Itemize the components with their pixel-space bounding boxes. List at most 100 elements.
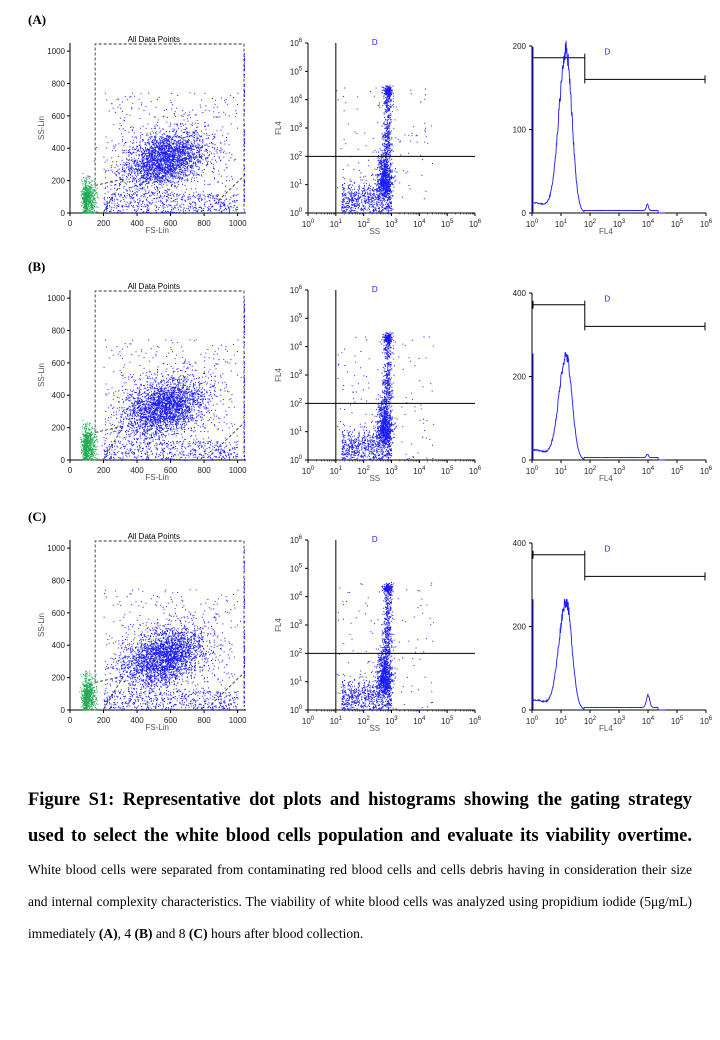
y-tick-label: 600 — [52, 609, 66, 618]
x-axis-label: FS-Lin — [145, 226, 169, 235]
x-tick-label: 1000 — [229, 466, 247, 475]
debris-gate — [95, 675, 125, 710]
histogram-curve — [531, 40, 666, 214]
debris-gate — [95, 178, 125, 213]
x-tick-label: 105 — [441, 219, 454, 229]
y-tick-label: 0 — [61, 706, 66, 715]
x-tick-label: 106 — [700, 466, 713, 476]
x-axis-label: FL4 — [599, 227, 613, 236]
y-tick-label: 101 — [290, 180, 303, 190]
x-tick-label: 102 — [584, 219, 597, 229]
fl4-dots — [337, 331, 435, 461]
x-tick-label: 101 — [330, 466, 343, 476]
debris-gate — [95, 425, 125, 460]
x-tick-label: 103 — [613, 716, 626, 726]
x-tick-label: 104 — [413, 219, 426, 229]
y-tick-label: 0 — [522, 706, 527, 715]
y-tick-label: 106 — [290, 285, 303, 295]
y-tick-label: 800 — [52, 79, 66, 88]
x-tick-label: 0 — [68, 716, 73, 725]
debris-dots — [80, 173, 99, 214]
x-tick-label: 200 — [97, 716, 111, 725]
y-tick-label: 100 — [513, 126, 527, 135]
x-tick-label: 600 — [164, 466, 178, 475]
x-axis-label: SS — [369, 474, 380, 483]
histogram-curve — [531, 598, 666, 711]
y-tick-label: 101 — [290, 427, 303, 437]
gate-label: All Data Points — [128, 282, 180, 291]
panel-label: (B) — [28, 259, 45, 274]
x-axis-label: FL4 — [599, 474, 613, 483]
x-tick-label: 104 — [642, 219, 655, 229]
fl4-histogram: 0 200 400 100 101 102 103 104 105 106 FL4 D — [513, 539, 713, 733]
y-tick-label: 100 — [290, 208, 303, 218]
caption-ref-c: (C) — [188, 926, 208, 941]
y-tick-label: 104 — [290, 342, 303, 352]
gate-label: All Data Points — [128, 35, 180, 44]
region-label: D — [605, 295, 611, 304]
region-label: D — [372, 38, 378, 47]
y-axis-label: FL4 — [274, 121, 283, 135]
x-axis-label: FS-Lin — [145, 473, 169, 482]
y-tick-label: 102 — [290, 398, 303, 408]
y-tick-label: 103 — [290, 123, 303, 133]
x-tick-label: 104 — [413, 466, 426, 476]
x-tick-label: 102 — [584, 716, 597, 726]
x-tick-label: 102 — [358, 716, 371, 726]
y-tick-label: 200 — [52, 424, 66, 433]
y-tick-label: 1000 — [47, 294, 65, 303]
y-tick-label: 600 — [52, 112, 66, 121]
x-tick-label: 106 — [469, 219, 482, 229]
y-tick-label: 200 — [513, 623, 527, 632]
diagonal-gate — [207, 422, 245, 459]
x-tick-label: 800 — [197, 716, 211, 725]
diagonal-gate — [207, 175, 245, 212]
caption-title: Figure S1: Representative dot plots and … — [28, 790, 692, 846]
y-tick-label: 104 — [290, 592, 303, 602]
y-tick-label: 1000 — [47, 47, 65, 56]
x-tick-label: 100 — [526, 716, 539, 726]
x-tick-label: 105 — [441, 466, 454, 476]
y-tick-label: 200 — [513, 373, 527, 382]
y-tick-label: 200 — [52, 674, 66, 683]
x-tick-label: 100 — [526, 466, 539, 476]
x-tick-label: 800 — [197, 219, 211, 228]
x-tick-label: 600 — [164, 716, 178, 725]
x-tick-label: 0 — [68, 466, 73, 475]
x-tick-label: 600 — [164, 219, 178, 228]
y-tick-label: 104 — [290, 95, 303, 105]
caption-body-4: hours after blood collection. — [207, 926, 364, 941]
x-tick-label: 106 — [469, 716, 482, 726]
x-tick-label: 200 — [97, 219, 111, 228]
x-tick-label: 102 — [358, 219, 371, 229]
y-tick-label: 600 — [52, 359, 66, 368]
fs-ss-dotplot: 0 200 400 600 800 1000 0 200 400 600 800 1000 FS-Lin… — [37, 282, 247, 482]
x-tick-label: 101 — [555, 716, 568, 726]
y-tick-label: 800 — [52, 576, 66, 585]
y-tick-label: 200 — [52, 177, 66, 186]
x-tick-label: 102 — [584, 466, 597, 476]
y-axis-label: SS-Lin — [37, 613, 46, 637]
x-tick-label: 1000 — [229, 716, 247, 725]
x-tick-label: 1000 — [229, 219, 247, 228]
all-data-gate — [94, 290, 245, 457]
x-tick-label: 105 — [671, 466, 684, 476]
x-tick-label: 105 — [671, 716, 684, 726]
wbc-dots — [88, 53, 245, 215]
region-label: D — [372, 285, 378, 294]
x-tick-label: 100 — [302, 466, 315, 476]
x-tick-label: 400 — [130, 219, 144, 228]
caption-body-2: , 4 — [117, 926, 135, 941]
region-label: D — [605, 545, 611, 554]
x-tick-label: 106 — [469, 466, 482, 476]
histogram-curve — [531, 352, 666, 461]
x-tick-label: 106 — [700, 716, 713, 726]
caption-body-3: and 8 — [152, 926, 189, 941]
y-axis-label: FL4 — [274, 618, 283, 632]
gate-label: All Data Points — [128, 532, 180, 541]
